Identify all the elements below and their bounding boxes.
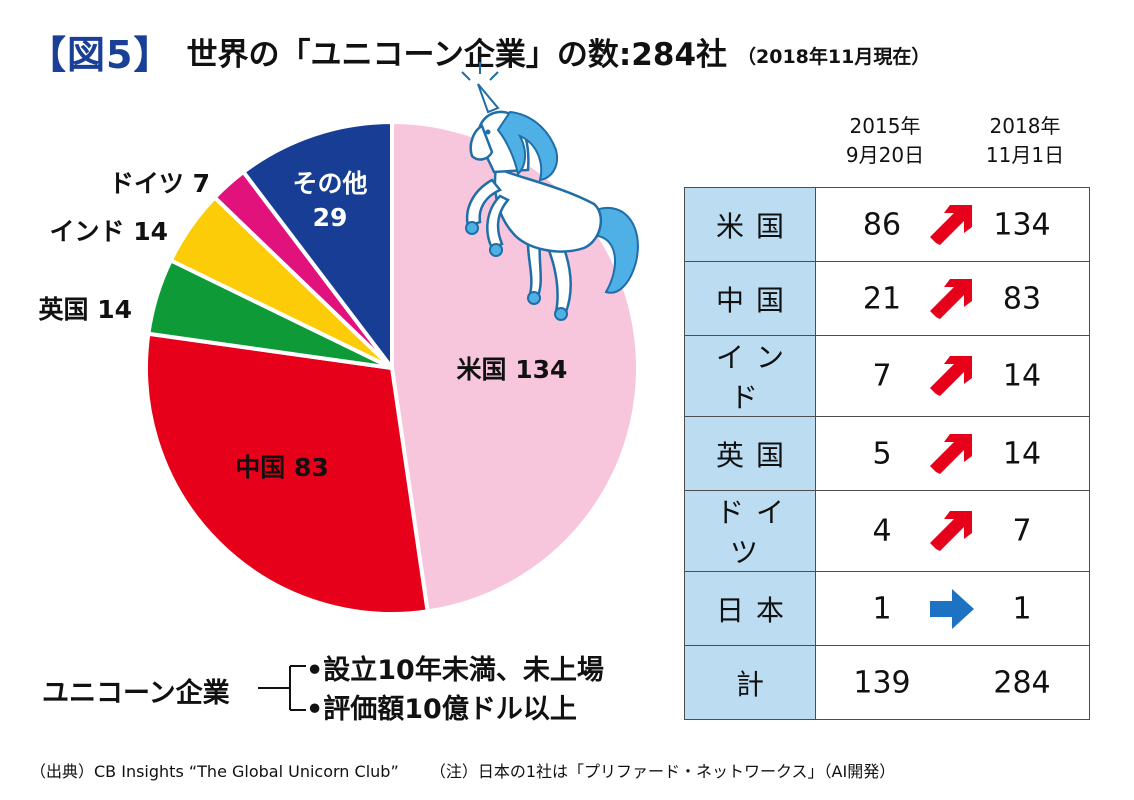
trend-up-arrow-icon [930,511,972,551]
country-cell: 中国 [684,261,816,336]
value-2015: 4 [872,513,892,549]
source-note: （出典）CB Insights “The Global Unicorn Club… [30,762,399,781]
chart-subtitle: （2018年11月現在） [737,45,931,68]
values-cell: 5 14 [815,416,1090,491]
table-row: 中国 21 83 [684,261,1090,336]
pie-slice-label: インド 14 [50,217,169,246]
table-header-2018: 2018年 11月1日 [985,114,1065,167]
value-2015: 139 [853,665,911,700]
pie-slice-label: 英国 14 [39,295,133,324]
values-cell: 139 284 [815,645,1090,720]
table-row: 計 139 284 [684,645,1090,720]
trend-up-arrow-icon [930,278,972,319]
table-row: 日本 1 1 [684,571,1090,646]
value-2018: 1 [1012,591,1032,626]
country-cell: インド [684,335,816,417]
pie-slice-label: 中国 83 [235,453,329,482]
footnote: （出典）CB Insights “The Global Unicorn Club… [30,758,895,782]
value-2015: 1 [872,591,892,626]
figure-label: 【図5】 [28,32,173,77]
table-header-2015: 2015年 9月20日 [845,114,925,167]
value-2018: 14 [1002,358,1042,394]
value-2018: 284 [993,665,1051,700]
definition-item: •設立10年未満、未上場 [306,655,604,686]
pie-labels: 米国 134 中国 83 英国 14 インド 14 ドイツ 7 その他 29 [39,169,568,482]
pie-slice-label: その他 29 [292,169,367,232]
country-cell: ドイツ [684,490,816,572]
pie-slice [240,119,394,374]
pie-slice-label: 米国 134 [457,355,568,384]
trend-up-arrow-icon [930,204,972,245]
country-cell: 米国 [684,187,816,262]
table-row: 米国 86 134 [684,187,1090,262]
country-cell: 計 [684,645,816,720]
values-cell: 1 1 [815,571,1090,646]
definition-term: ユニコーン企業 [42,678,230,709]
value-2018: 83 [1002,281,1042,316]
trend-up-arrow-icon [930,356,972,396]
trend-up-arrow-icon [930,433,972,474]
country-cell: 英国 [684,416,816,491]
values-cell: 4 7 [815,490,1090,572]
trend-flat-arrow-icon [930,588,974,629]
value-2018: 14 [1002,436,1042,471]
value-2015: 7 [872,358,892,394]
values-cell: 86 134 [815,187,1090,262]
definition-item: •評価額10億ドル以上 [306,694,577,725]
values-cell: 7 14 [815,335,1090,417]
table-row: 英国 5 14 [684,416,1090,491]
table-row: ドイツ 4 7 [684,490,1090,572]
chart-header: 【図5】 世界の「ユニコーン企業」の数:284社 （2018年11月現在） [28,22,930,80]
japan-note: （注）日本の1社は「プリファード・ネットワークス」（AI開発） [429,762,896,781]
chart-title: 世界の「ユニコーン企業」の数:284社 [186,36,728,73]
value-2015: 21 [862,281,902,316]
value-2015: 86 [862,207,902,242]
unicorn-icon [461,62,639,321]
table-row: インド 7 14 [684,335,1090,417]
values-cell: 21 83 [815,261,1090,336]
pie-slice-label: ドイツ 7 [109,169,210,198]
value-2018: 134 [993,207,1051,242]
value-2015: 5 [872,436,892,471]
value-2018: 7 [1012,513,1032,549]
pie-slice [144,331,430,616]
country-cell: 日本 [684,571,816,646]
